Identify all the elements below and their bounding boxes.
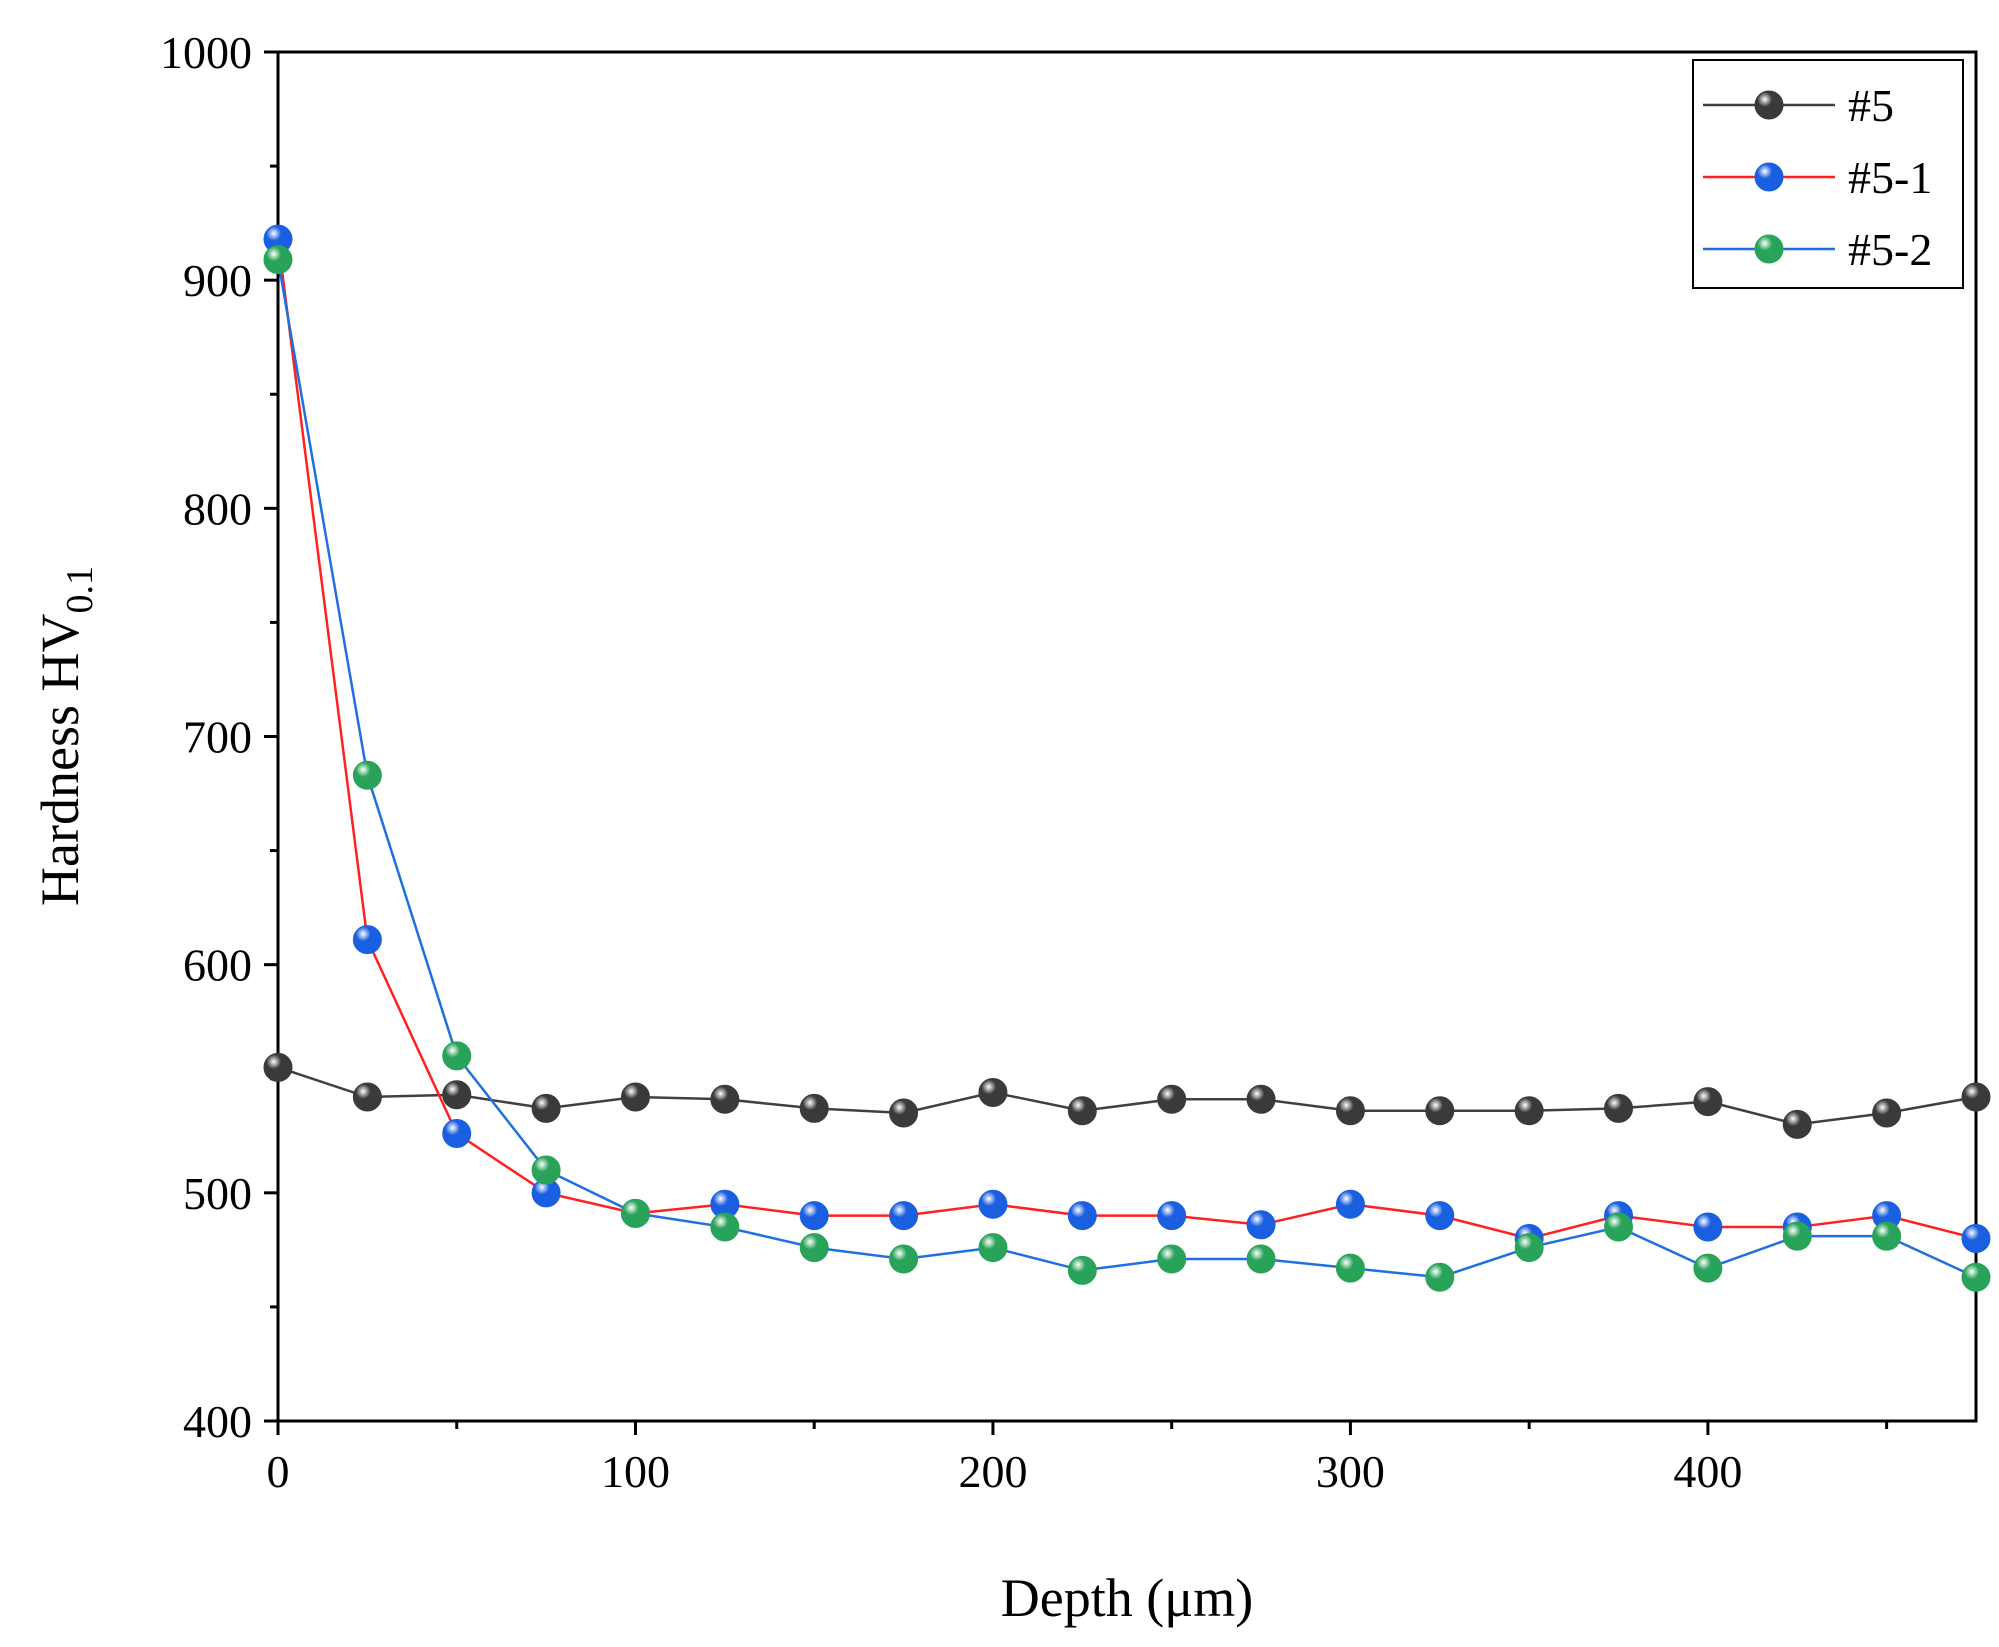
data-point	[1961, 1082, 1991, 1112]
series-#5-1	[263, 224, 1991, 1253]
legend-item: #5-2	[1703, 224, 1932, 275]
data-point	[1335, 1096, 1365, 1126]
data-point	[442, 1041, 472, 1071]
data-point	[1246, 1084, 1276, 1114]
data-point	[1157, 1084, 1187, 1114]
data-point	[1872, 1098, 1902, 1128]
data-point	[799, 1201, 829, 1231]
data-point	[978, 1233, 1008, 1263]
x-tick-label: 300	[1316, 1446, 1385, 1497]
data-point	[1693, 1212, 1723, 1242]
x-tick-label: 400	[1673, 1446, 1742, 1497]
x-tick-label: 100	[601, 1446, 670, 1497]
x-tick-label: 0	[267, 1446, 290, 1497]
data-point	[1693, 1087, 1723, 1117]
data-point	[531, 1155, 561, 1185]
series-layer	[263, 224, 1991, 1292]
y-tick-label: 800	[183, 483, 252, 534]
data-point	[1514, 1096, 1544, 1126]
data-point	[1067, 1255, 1097, 1285]
data-point	[1425, 1096, 1455, 1126]
data-point	[531, 1093, 561, 1123]
data-point	[1335, 1253, 1365, 1283]
data-point	[799, 1233, 829, 1263]
x-tick-label: 200	[958, 1446, 1027, 1497]
data-point	[442, 1119, 472, 1149]
data-point	[710, 1084, 740, 1114]
data-point	[1067, 1096, 1097, 1126]
legend-item: #5	[1703, 80, 1894, 131]
y-tick-label: 500	[183, 1168, 252, 1219]
data-point	[1693, 1253, 1723, 1283]
x-axis: 0 100 200 300 400	[267, 1419, 1976, 1497]
legend: #5 #5-1 #5-2	[1692, 59, 1964, 289]
data-point	[710, 1212, 740, 1242]
series-line	[276, 238, 1977, 1240]
y-axis: 400 500 600 700 800 900 1000	[160, 27, 280, 1447]
data-point	[1782, 1109, 1812, 1139]
data-point	[620, 1082, 650, 1112]
data-point	[442, 1080, 472, 1110]
data-point	[978, 1189, 1008, 1219]
series-line	[276, 259, 1977, 1279]
legend-label: #5-1	[1848, 152, 1932, 203]
data-point	[799, 1093, 829, 1123]
data-point	[352, 925, 382, 955]
x-axis-title: Depth (μm)	[1001, 1568, 1253, 1628]
data-point	[1067, 1201, 1097, 1231]
data-point	[889, 1244, 919, 1274]
y-tick-label: 600	[183, 940, 252, 991]
data-point	[1157, 1201, 1187, 1231]
y-axis-title-main: Hardness HV	[30, 614, 90, 906]
legend-label: #5	[1848, 80, 1894, 131]
y-tick-label: 400	[183, 1396, 252, 1447]
data-point	[889, 1098, 919, 1128]
y-tick-label: 900	[183, 255, 252, 306]
legend-marker	[1754, 162, 1784, 192]
y-axis-title-subscript: 0.1	[59, 566, 101, 614]
data-point	[352, 1082, 382, 1112]
data-point	[1425, 1262, 1455, 1292]
data-point	[352, 760, 382, 790]
series-#5	[263, 1052, 1991, 1139]
y-tick-label: 1000	[160, 27, 252, 78]
data-point	[1246, 1244, 1276, 1274]
data-point	[978, 1077, 1008, 1107]
data-point	[1514, 1233, 1544, 1263]
data-point	[1961, 1223, 1991, 1253]
data-point	[1604, 1093, 1634, 1123]
data-point	[263, 245, 293, 275]
data-point	[1335, 1189, 1365, 1219]
y-axis-title: Hardness HV0.1	[30, 566, 101, 906]
data-point	[1157, 1244, 1187, 1274]
data-point	[620, 1198, 650, 1228]
data-point	[1604, 1212, 1634, 1242]
data-point	[889, 1201, 919, 1231]
y-tick-label: 700	[183, 712, 252, 763]
legend-marker	[1754, 234, 1784, 264]
data-point	[1961, 1262, 1991, 1292]
series-line	[277, 1066, 1977, 1126]
data-point	[1872, 1221, 1902, 1251]
legend-item: #5-1	[1703, 152, 1932, 203]
series-#5-2	[263, 245, 1991, 1292]
data-point	[1246, 1210, 1276, 1240]
data-point	[1782, 1221, 1812, 1251]
data-point	[1425, 1201, 1455, 1231]
data-point	[263, 1052, 293, 1082]
legend-label: #5-2	[1848, 224, 1932, 275]
legend-marker	[1754, 90, 1784, 120]
svg-text:Hardness HV0.1: Hardness HV0.1	[30, 566, 101, 906]
